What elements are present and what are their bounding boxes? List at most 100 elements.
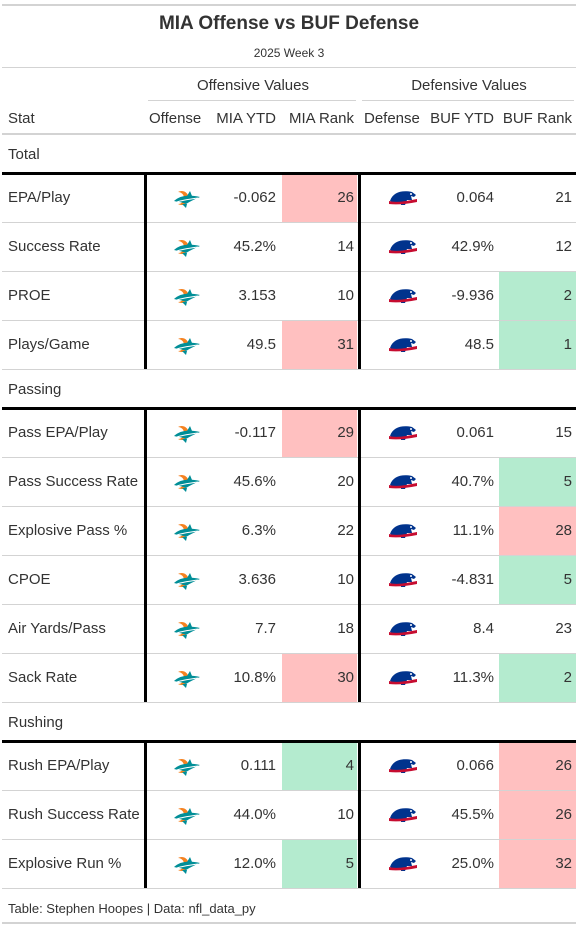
dolphins-logo-icon — [174, 240, 200, 257]
off-ytd-value: -0.117 — [234, 424, 276, 441]
row-rule — [2, 271, 576, 272]
row-rule — [2, 839, 576, 840]
def-rank-value: 5 — [563, 571, 572, 588]
def-ytd-value: 45.5% — [451, 806, 494, 823]
colhead-rule — [2, 133, 576, 135]
bills-logo-icon — [389, 573, 417, 587]
stat-label: Explosive Pass % — [8, 522, 128, 539]
off-rank-value: 22 — [337, 522, 354, 539]
off-ytd-value: 45.2% — [233, 238, 276, 255]
group-label-rushing: Rushing — [8, 714, 64, 731]
spanner-offense-rule — [148, 100, 356, 101]
stat-label: Sack Rate — [8, 669, 78, 686]
defense-divider — [358, 174, 361, 369]
off-rank-highlight — [282, 321, 357, 369]
def-rank-highlight — [499, 742, 576, 790]
header-rule — [2, 67, 576, 68]
defense-divider — [358, 409, 361, 702]
row-rule — [2, 653, 576, 654]
off-ytd-value: 3.636 — [238, 571, 276, 588]
def-ytd-value: 8.4 — [473, 620, 494, 637]
spanner-defense: Defensive Values — [411, 77, 527, 94]
bills-logo-icon — [389, 857, 417, 871]
bills-logo-icon — [389, 289, 417, 303]
col-def-rank: BUF Rank — [502, 110, 572, 127]
col-offense: Offense — [149, 110, 202, 127]
group-top-border — [2, 740, 576, 743]
bills-logo-icon — [389, 622, 417, 636]
stat-label: Pass EPA/Play — [8, 424, 108, 441]
dolphins-logo-icon — [174, 338, 200, 355]
bills-logo-icon — [389, 524, 417, 538]
def-rank-value: 28 — [555, 522, 572, 539]
table-row: Explosive Pass % 6.3% 22 11.1% 28 — [2, 507, 576, 556]
dolphins-logo-icon — [174, 808, 200, 825]
table-row: Rush Success Rate 44.0% 10 45.5% 26 — [2, 791, 576, 840]
off-rank-highlight — [282, 654, 357, 702]
stat-label: Explosive Run % — [8, 855, 122, 872]
dolphins-logo-icon — [174, 573, 200, 590]
bills-logo-icon — [389, 759, 417, 773]
off-ytd-value: 10.8% — [233, 669, 276, 686]
offense-divider — [144, 174, 147, 369]
defense-divider — [358, 742, 361, 888]
off-rank-value: 26 — [337, 189, 354, 206]
table-footer: Table: Stephen Hoopes | Data: nfl_data_p… — [8, 901, 256, 916]
table-title: MIA Offense vs BUF Defense — [158, 13, 420, 34]
stat-label: Pass Success Rate — [8, 473, 139, 490]
def-rank-value: 21 — [555, 189, 572, 206]
def-ytd-value: 48.5 — [464, 336, 494, 353]
off-rank-value: 4 — [345, 757, 354, 774]
table-row: Explosive Run % 12.0% 5 25.0% 32 — [2, 840, 576, 889]
dolphins-logo-icon — [174, 759, 200, 776]
off-ytd-value: 0.111 — [240, 757, 276, 774]
dolphins-logo-icon — [174, 857, 200, 874]
row-rule — [2, 457, 576, 458]
off-rank-value: 29 — [337, 424, 354, 441]
row-rule — [2, 320, 576, 321]
dolphins-logo-icon — [174, 191, 200, 208]
def-ytd-value: -9.936 — [451, 287, 494, 304]
table-row: Success Rate 45.2% 14 42.9% 12 — [2, 223, 576, 272]
off-rank-value: 31 — [337, 336, 354, 353]
stat-label: Air Yards/Pass — [8, 620, 106, 637]
table-row: CPOE 3.636 10 -4.831 5 — [2, 556, 576, 605]
table-row: Sack Rate 10.8% 30 11.3% 2 — [2, 654, 576, 703]
bills-logo-icon — [389, 240, 417, 254]
table-row: EPA/Play -0.062 26 0.064 21 — [2, 174, 576, 223]
def-rank-value: 26 — [555, 806, 572, 823]
off-rank-highlight — [282, 840, 357, 888]
table-row: Air Yards/Pass 7.7 18 8.4 23 — [2, 605, 576, 654]
row-rule — [2, 369, 576, 370]
dolphins-logo-icon — [174, 671, 200, 688]
off-ytd-value: 44.0% — [233, 806, 276, 823]
stat-label: Rush Success Rate — [8, 806, 140, 823]
off-rank-highlight — [282, 409, 357, 457]
off-rank-highlight — [282, 174, 357, 222]
spanner-defense-rule — [362, 100, 574, 101]
col-stat: Stat — [8, 110, 35, 127]
def-ytd-value: 11.1% — [452, 522, 494, 539]
group-top-border — [2, 172, 576, 175]
def-rank-value: 2 — [563, 669, 572, 686]
def-rank-highlight — [499, 654, 576, 702]
def-rank-highlight — [499, 458, 576, 506]
def-rank-value: 26 — [555, 757, 572, 774]
def-ytd-value: 25.0% — [451, 855, 494, 872]
def-ytd-value: 42.9% — [451, 238, 494, 255]
def-rank-highlight — [499, 840, 576, 888]
stat-label: EPA/Play — [8, 189, 71, 206]
row-rule — [2, 604, 576, 605]
off-rank-value: 30 — [337, 669, 354, 686]
row-rule — [2, 888, 576, 889]
col-defense: Defense — [364, 110, 420, 127]
table-row: Pass EPA/Play -0.117 29 0.061 15 — [2, 409, 576, 458]
off-ytd-value: 7.7 — [255, 620, 276, 637]
bills-logo-icon — [389, 475, 417, 489]
def-ytd-value: -4.831 — [451, 571, 494, 588]
col-off-rank: MIA Rank — [288, 110, 354, 127]
off-ytd-value: 49.5 — [246, 336, 276, 353]
def-ytd-value: 0.061 — [456, 424, 494, 441]
stat-label: Success Rate — [8, 238, 101, 255]
dolphins-logo-icon — [174, 524, 200, 541]
